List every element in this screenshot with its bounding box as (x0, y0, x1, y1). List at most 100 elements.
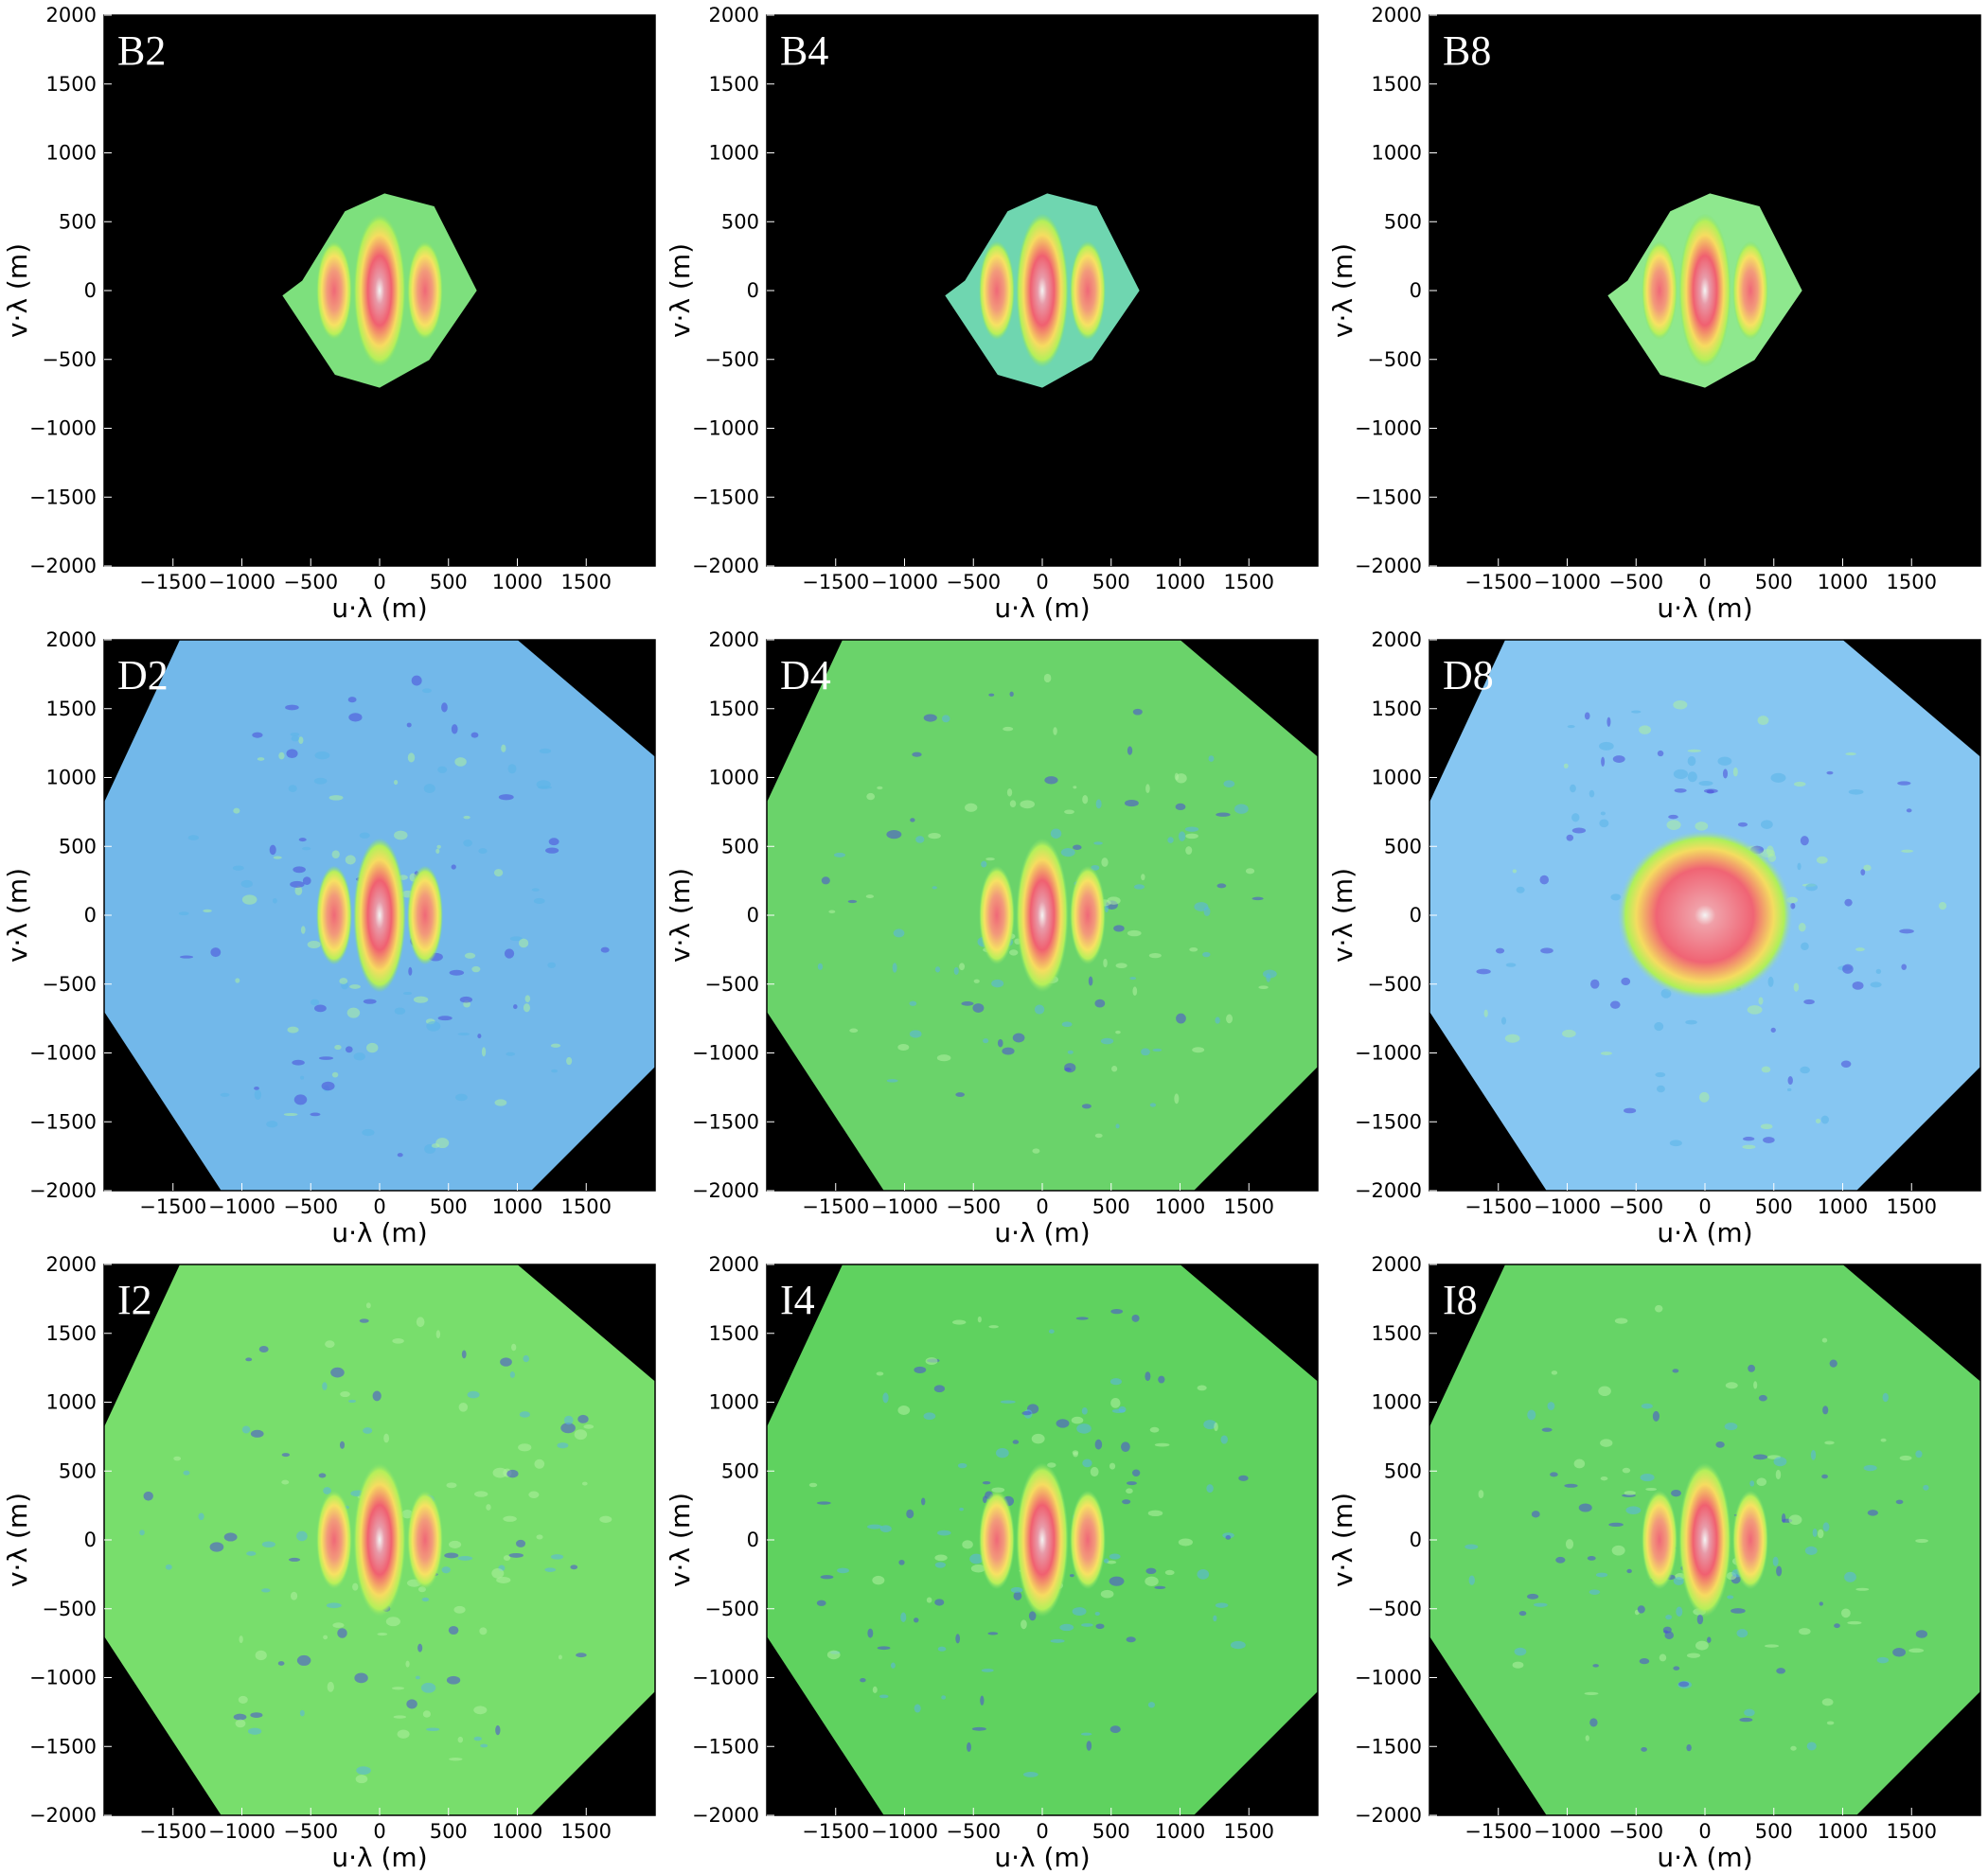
uv-speckle (448, 1625, 459, 1635)
uv-speckle (173, 1456, 182, 1461)
uv-speckle (435, 848, 440, 854)
uv-image (104, 640, 655, 1191)
y-tick-label: 1000 (709, 1391, 759, 1414)
uv-speckle (877, 786, 883, 790)
uv-speckle (1589, 1718, 1598, 1727)
uv-speckle (457, 1555, 473, 1561)
y-tick-label: 500 (1384, 835, 1422, 857)
uv-speckle (1071, 1416, 1084, 1424)
uv-speckle (921, 1497, 926, 1506)
uv-speckle (1109, 1576, 1125, 1586)
uv-speckle (518, 938, 529, 948)
uv-speckle (1031, 1433, 1045, 1444)
uv-speckle (897, 1043, 910, 1052)
uv-speckle (849, 1028, 859, 1033)
uv-speckle (1006, 787, 1013, 797)
uv-speckle (1592, 1664, 1599, 1668)
uv-speckle (1801, 942, 1809, 951)
uv-speckle (394, 1007, 406, 1015)
uv-speckle (261, 1541, 275, 1548)
uv-speckle (1090, 1466, 1099, 1477)
uv-speckle (1178, 1538, 1193, 1547)
uv-speckle (557, 1442, 569, 1449)
uv-speckle (1611, 1545, 1625, 1556)
uv-speckle (1129, 977, 1137, 981)
uv-speckle (533, 897, 545, 905)
uv-speckle (1110, 1309, 1124, 1315)
uv-speckle (334, 1044, 342, 1051)
uv-speckle (518, 1443, 532, 1452)
uv-speckle (1104, 904, 1109, 913)
x-axis-label: u·λ (m) (994, 592, 1090, 624)
uv-speckle (1770, 1027, 1776, 1033)
uv-speckle (972, 1003, 985, 1013)
y-tick-label: 500 (721, 1459, 759, 1482)
uv-speckle (394, 830, 408, 840)
uv-speckle (203, 909, 212, 913)
x-tick-label: −500 (946, 1820, 1001, 1843)
uv-speckle (1043, 673, 1052, 683)
uv-speckle (241, 894, 257, 905)
uv-speckle (882, 1392, 889, 1404)
uv-speckle (1100, 1037, 1114, 1045)
uv-speckle (354, 1672, 368, 1684)
side-lobe-right (1070, 1490, 1106, 1590)
uv-speckle (406, 1699, 417, 1709)
uv-speckle (1141, 1048, 1150, 1056)
uv-speckle (1747, 1005, 1763, 1015)
uv-speckle (872, 1575, 885, 1585)
uv-speckle (1076, 1423, 1092, 1434)
uv-speckle (1622, 1467, 1631, 1474)
uv-speckle (1550, 1472, 1558, 1477)
uv-speckle (187, 835, 200, 840)
side-lobe-left (979, 1490, 1015, 1590)
uv-speckle (446, 1482, 457, 1489)
uv-speckle (1938, 902, 1947, 910)
uv-speckle (1731, 1608, 1746, 1614)
central-lobe (1616, 829, 1794, 1001)
uv-speckle (1073, 844, 1082, 850)
uv-speckle (955, 1092, 966, 1097)
uv-speckle (407, 752, 416, 763)
y-tick-label: 1000 (1372, 142, 1422, 165)
uv-speckle (1686, 1743, 1692, 1752)
uv-speckle (310, 999, 320, 1006)
uv-speckle (486, 1504, 491, 1511)
uv-speckle (1844, 898, 1853, 907)
x-tick-label: 0 (1036, 1820, 1048, 1843)
x-tick-label: −500 (1608, 571, 1663, 593)
uv-speckle (411, 675, 422, 686)
uv-speckle (837, 1567, 849, 1574)
uv-speckle (965, 803, 978, 812)
uv-speckle (1103, 1558, 1109, 1564)
uv-speckle (1585, 1735, 1589, 1741)
uv-speckle (1122, 1499, 1131, 1505)
uv-speckle (1214, 1422, 1218, 1432)
uv-speckle (1216, 812, 1231, 817)
uv-speckle (957, 1462, 967, 1469)
uv-speckle (1766, 845, 1774, 857)
uv-speckle (1676, 1606, 1683, 1618)
uv-speckle (1216, 883, 1227, 889)
uv-speckle (1167, 837, 1174, 843)
uv-speckle (1915, 1450, 1923, 1459)
uv-speckle (1601, 756, 1606, 767)
x-axis-label: u·λ (m) (1657, 1842, 1752, 1873)
uv-speckle (1050, 1638, 1065, 1643)
y-tick-label: −2000 (1355, 1179, 1422, 1202)
uv-speckle (1819, 1601, 1823, 1606)
central-lobe (1016, 1462, 1069, 1618)
uv-speckle (385, 1617, 400, 1627)
x-tick-label: −1000 (871, 1820, 938, 1843)
y-tick-label: 1500 (709, 698, 759, 720)
uv-speckle (914, 1704, 921, 1713)
uv-speckle (241, 1425, 251, 1434)
uv-speckle (1600, 811, 1606, 816)
uv-speckle (1826, 770, 1834, 775)
uv-speckle (1127, 746, 1133, 755)
side-lobe-left (316, 240, 352, 341)
uv-speckle (1736, 1629, 1748, 1638)
uv-speckle (340, 1390, 350, 1398)
uv-speckle (223, 1532, 238, 1542)
x-tick-label: 1000 (1155, 1195, 1205, 1218)
